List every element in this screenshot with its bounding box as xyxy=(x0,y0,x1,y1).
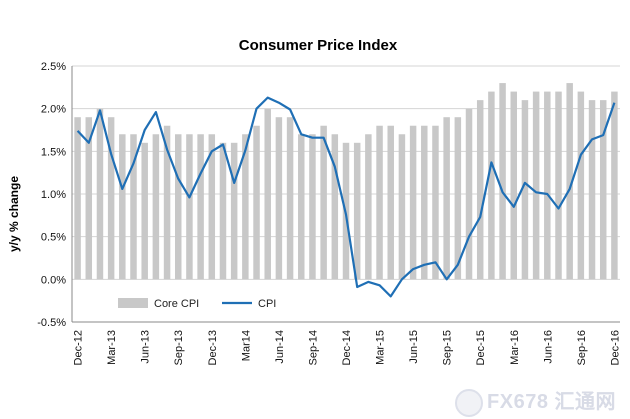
x-tick-label: Sep-16 xyxy=(576,330,588,365)
core-cpi-bar xyxy=(588,100,596,280)
core-cpi-bar xyxy=(599,100,607,280)
core-cpi-bar xyxy=(465,108,473,280)
x-tick-label: Sep-14 xyxy=(307,330,319,365)
core-cpi-bar xyxy=(443,117,450,280)
core-cpi-bar xyxy=(264,108,271,280)
core-cpi-bar xyxy=(85,117,93,280)
plot-area: -0.5% 0.0% 0.5% 1.0% 1.5% 2.0% 2.5% Dec-12 Mar-1… xyxy=(37,61,621,365)
core-cpi-bar xyxy=(298,134,305,280)
core-cpi-bar xyxy=(130,134,137,280)
core-cpi-bar xyxy=(230,142,238,280)
core-cpi-bar xyxy=(488,91,495,280)
chart-title: Consumer Price Index xyxy=(239,37,398,54)
x-tick-label: Dec-12 xyxy=(73,330,85,365)
x-tick-label: Jun-14 xyxy=(274,330,286,364)
core-cpi-bar xyxy=(454,117,462,280)
core-cpi-bar xyxy=(555,91,562,280)
core-cpi-bar xyxy=(163,125,171,280)
core-cpi-bar xyxy=(421,125,428,280)
y-tick-label: 0.5% xyxy=(41,232,66,244)
core-cpi-bar xyxy=(353,142,361,280)
x-tick-label: Sep-15 xyxy=(442,330,454,365)
core-cpi-bar xyxy=(409,125,417,280)
core-cpi-bar xyxy=(532,91,540,280)
core-cpi-bar xyxy=(566,83,573,280)
y-tick-label: 1.5% xyxy=(41,146,66,158)
core-cpi-bar xyxy=(387,125,394,280)
cpi-line xyxy=(76,96,616,298)
x-tick-label: Jun-15 xyxy=(408,330,420,364)
core-cpi-bar xyxy=(96,108,104,280)
x-tick-label: Mar-15 xyxy=(375,330,387,365)
legend-swatch-core-cpi xyxy=(118,298,148,308)
core-cpi-bar xyxy=(320,125,327,280)
x-tick-label: Jun-13 xyxy=(140,330,152,364)
core-cpi-bar xyxy=(152,134,160,280)
core-cpi-bar xyxy=(74,117,81,280)
core-cpi-bar xyxy=(521,100,529,280)
x-tick-label: Mar14 xyxy=(240,330,252,361)
core-cpi-bar xyxy=(376,125,383,280)
watermark-logo-icon xyxy=(455,389,484,417)
core-cpi-bar xyxy=(398,134,406,280)
watermark: FX678 汇通网 xyxy=(455,385,616,417)
x-tick-label: Jun-16 xyxy=(542,330,554,364)
core-cpi-bar xyxy=(476,100,484,280)
core-cpi-bar xyxy=(186,134,193,280)
core-cpi-bar xyxy=(432,125,439,280)
y-tick-label: 2.5% xyxy=(41,61,66,73)
core-cpi-bar xyxy=(275,117,283,280)
core-cpi-bar xyxy=(510,91,517,280)
core-cpi-bar xyxy=(141,142,148,280)
x-tick-label: Dec-16 xyxy=(609,330,621,365)
core-cpi-bar xyxy=(175,134,182,280)
core-cpi-bar xyxy=(499,83,506,280)
core-cpi-bar xyxy=(242,134,249,280)
core-cpi-bar xyxy=(197,134,204,280)
x-tick-label: Mar-13 xyxy=(106,330,118,365)
core-cpi-bar xyxy=(286,117,294,280)
y-tick-label: 0.0% xyxy=(41,274,66,286)
core-cpi-bar xyxy=(365,134,372,280)
y-axis-label: y/y % change xyxy=(7,176,21,252)
watermark-text: FX678 汇通网 xyxy=(487,391,616,414)
x-tick-label: Dec-15 xyxy=(475,330,487,365)
x-tick-label: Dec-14 xyxy=(341,330,353,365)
core-cpi-bar xyxy=(219,142,227,280)
core-cpi-bar xyxy=(331,134,339,280)
x-tick-label: Dec-13 xyxy=(207,330,219,365)
x-tick-label: Mar-16 xyxy=(509,330,521,365)
y-tick-label: 1.0% xyxy=(41,189,66,201)
core-cpi-bar xyxy=(107,117,115,280)
core-cpi-bar xyxy=(208,134,216,280)
legend-label-core-cpi: Core CPI xyxy=(154,298,199,310)
y-tick-label: -0.5% xyxy=(37,317,66,329)
core-cpi-bar xyxy=(544,91,551,280)
legend-label-cpi: CPI xyxy=(258,298,276,310)
core-cpi-bar xyxy=(611,91,618,280)
x-tick-label: Sep-13 xyxy=(173,330,185,365)
core-cpi-bar xyxy=(577,91,585,280)
y-tick-label: 2.0% xyxy=(41,104,66,116)
legend: Core CPI CPI xyxy=(118,298,276,310)
core-cpi-bar xyxy=(119,134,126,280)
core-cpi-bar xyxy=(253,125,260,280)
core-cpi-bar xyxy=(309,134,316,280)
